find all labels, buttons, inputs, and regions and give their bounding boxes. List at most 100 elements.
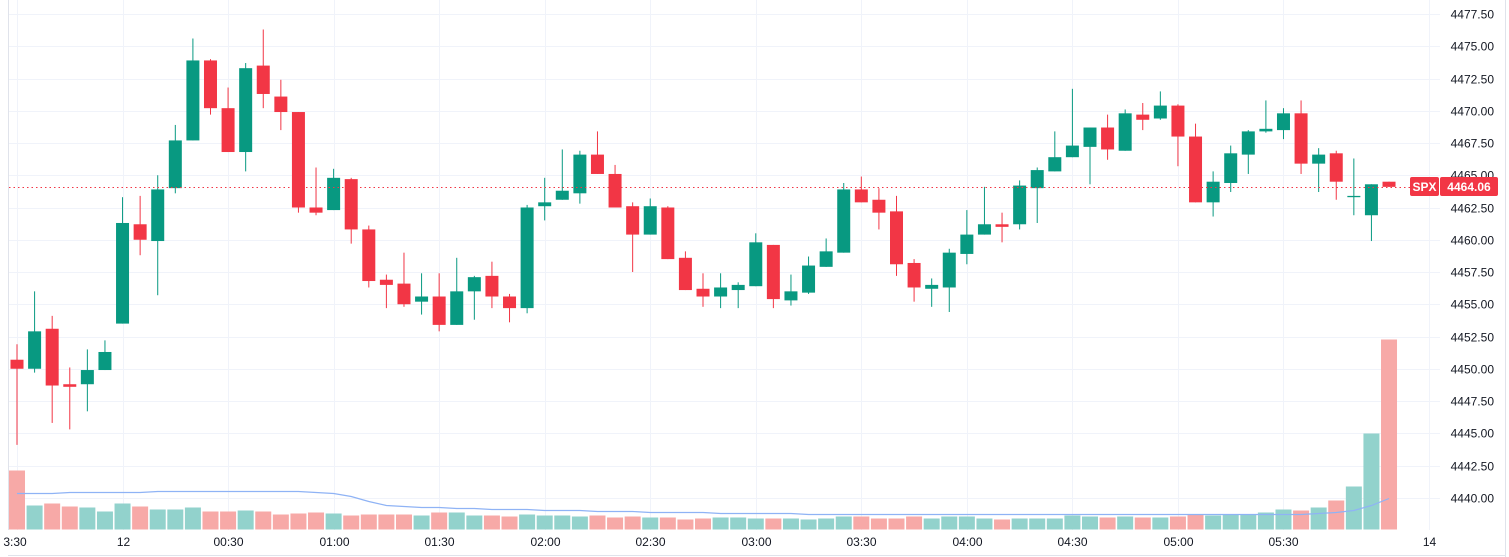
candle (907, 259, 921, 302)
candle-body (1065, 145, 1079, 158)
volume-bar (501, 516, 518, 530)
candle-body (274, 96, 288, 113)
candle (450, 257, 464, 325)
volume-bar (519, 514, 536, 530)
volume-bar (448, 512, 465, 530)
volume-bar (923, 518, 940, 530)
candle-body (538, 202, 552, 207)
volume-bar (483, 515, 500, 530)
candle-body (186, 60, 200, 141)
candle-body (415, 296, 429, 302)
candle-body (590, 154, 604, 174)
candle (1065, 88, 1079, 158)
candle (186, 38, 200, 141)
volume-bar (395, 514, 412, 530)
candle-body (678, 257, 692, 291)
volume-bar (290, 513, 307, 530)
volume-bar (730, 517, 747, 530)
last-price-label: 4464.06 (1447, 180, 1491, 194)
y-tick-label: 4470.00 (1451, 105, 1495, 119)
candle (1329, 150, 1343, 200)
volume-bar (870, 518, 887, 530)
volume-bar (571, 516, 588, 530)
volume-bar (44, 503, 61, 530)
candle (1294, 100, 1308, 174)
volume-bar (1064, 515, 1081, 530)
candle-body (1189, 136, 1203, 203)
volume-bar (220, 511, 237, 530)
volume-bar (747, 518, 764, 530)
candle-body (520, 207, 534, 309)
volume-bar (1381, 339, 1398, 530)
candle-body (1312, 154, 1326, 164)
volume-bar (906, 516, 923, 530)
y-tick-label: 4455.00 (1451, 298, 1495, 312)
volume-bar (958, 516, 975, 530)
candle (256, 29, 270, 109)
candle-body (45, 328, 59, 386)
candle (1276, 108, 1290, 140)
volume-bar (1011, 518, 1028, 530)
y-tick-label: 4452.50 (1451, 331, 1495, 345)
candle (309, 167, 323, 216)
candle (520, 204, 534, 314)
candle-body (327, 177, 341, 211)
candle-body (1118, 113, 1132, 151)
candle-body (925, 284, 939, 289)
candle (467, 275, 481, 320)
volume-bar (607, 517, 624, 530)
symbol-label: SPX (1412, 180, 1436, 194)
y-tick-label: 4475.00 (1451, 40, 1495, 54)
candle-body (239, 68, 253, 153)
x-tick-label: 12 (117, 535, 131, 549)
last-price-bg (1440, 177, 1498, 196)
price-axis[interactable] (1440, 0, 1509, 557)
volume-bar (554, 515, 571, 530)
candle (10, 344, 24, 445)
candle (942, 248, 956, 312)
candle-body (1364, 184, 1378, 216)
candle (1206, 171, 1220, 217)
volume-bar (1345, 486, 1362, 530)
candle (397, 252, 411, 307)
volume-bar (466, 515, 483, 530)
volume-bar (9, 470, 25, 530)
candle (819, 238, 833, 267)
candle (1312, 148, 1326, 193)
candle-body (1136, 114, 1150, 120)
candle (1136, 103, 1150, 131)
y-tick-label: 4457.50 (1451, 266, 1495, 280)
volume-bar (431, 512, 448, 530)
volume-bar (360, 514, 377, 530)
candle-body (203, 60, 217, 109)
volume-bar (343, 515, 360, 530)
candle-body (1241, 131, 1255, 155)
volume-bar (642, 517, 659, 530)
candle (555, 149, 569, 200)
candle-body (1101, 127, 1115, 150)
volume-bar (624, 516, 641, 530)
candle (168, 124, 182, 194)
candle-body (168, 140, 182, 189)
candle-body (1013, 185, 1027, 225)
volume-bar (1152, 517, 1169, 530)
candle-body (1294, 113, 1308, 164)
candle-body (942, 252, 956, 288)
candle (203, 59, 217, 115)
candle (221, 87, 235, 153)
candle-body (1030, 170, 1044, 189)
candle (960, 210, 974, 265)
x-tick-label: 01:30 (424, 535, 454, 549)
candle-body (626, 206, 640, 235)
candle-body (854, 189, 868, 203)
candle-body (116, 222, 130, 324)
candle (678, 251, 692, 291)
y-tick-label: 4460.00 (1451, 234, 1495, 248)
x-axis-ticks: 3:30 12 00:30 01:00 01:30 02:00 02:30 03:00 03:3… (3, 535, 1436, 549)
candle-body (555, 190, 569, 200)
y-tick-label: 4462.50 (1451, 202, 1495, 216)
candle (854, 176, 868, 203)
volume-bar (114, 503, 131, 530)
volume-bar (79, 507, 96, 530)
